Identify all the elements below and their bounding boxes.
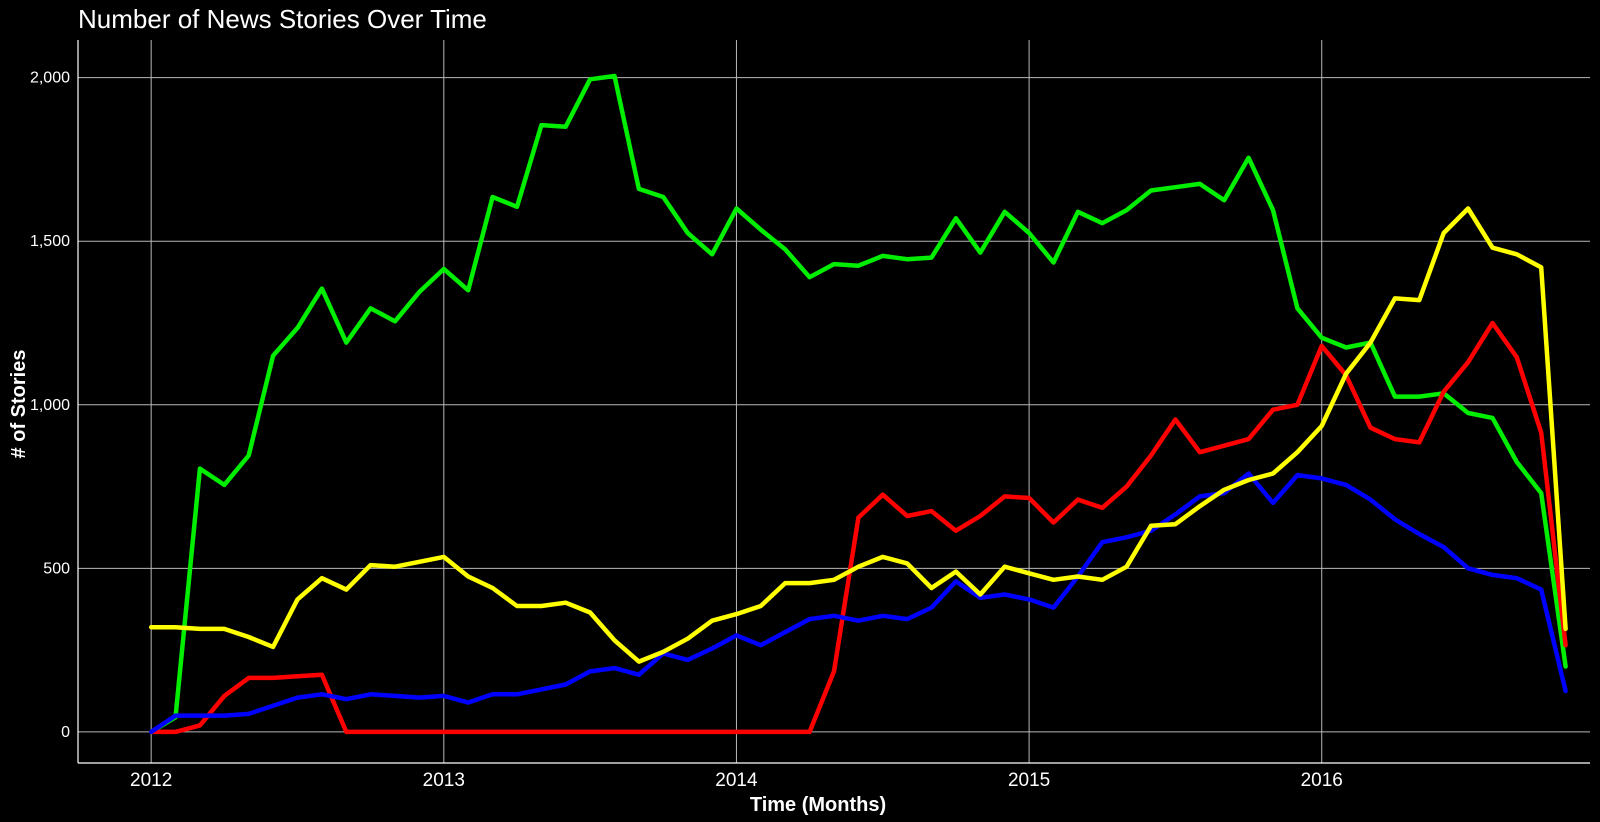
y-tick-label: 1,500 <box>30 233 70 250</box>
x-tick-label: 2013 <box>423 770 465 791</box>
x-axis-label: Time (Months) <box>750 794 886 816</box>
y-tick-label: 1,000 <box>30 397 70 414</box>
series-line-1 <box>148 73 1568 735</box>
x-tick-label: 2016 <box>1301 770 1343 791</box>
grid-lines <box>78 40 1590 763</box>
x-tick-label: 2015 <box>1008 770 1050 791</box>
series-line-3 <box>148 471 1568 735</box>
y-tick-label: 500 <box>43 560 70 577</box>
x-tick-label: 2014 <box>715 770 758 791</box>
y-tick-label: 0 <box>61 724 70 741</box>
x-tick-label: 2012 <box>130 770 172 791</box>
axes <box>77 40 1590 764</box>
x-axis-ticks: 2012 2013 2014 2015 2016 <box>130 770 1343 791</box>
series-lines <box>148 73 1568 735</box>
y-axis-label: # of Stories <box>8 350 30 459</box>
y-tick-label: 2,000 <box>30 70 70 87</box>
y-axis-ticks: 0 500 1,000 1,500 2,000 <box>30 70 70 741</box>
chart-title: Number of News Stories Over Time <box>78 4 487 34</box>
series-line-2 <box>148 320 1568 735</box>
series-line-4 <box>148 206 1568 664</box>
